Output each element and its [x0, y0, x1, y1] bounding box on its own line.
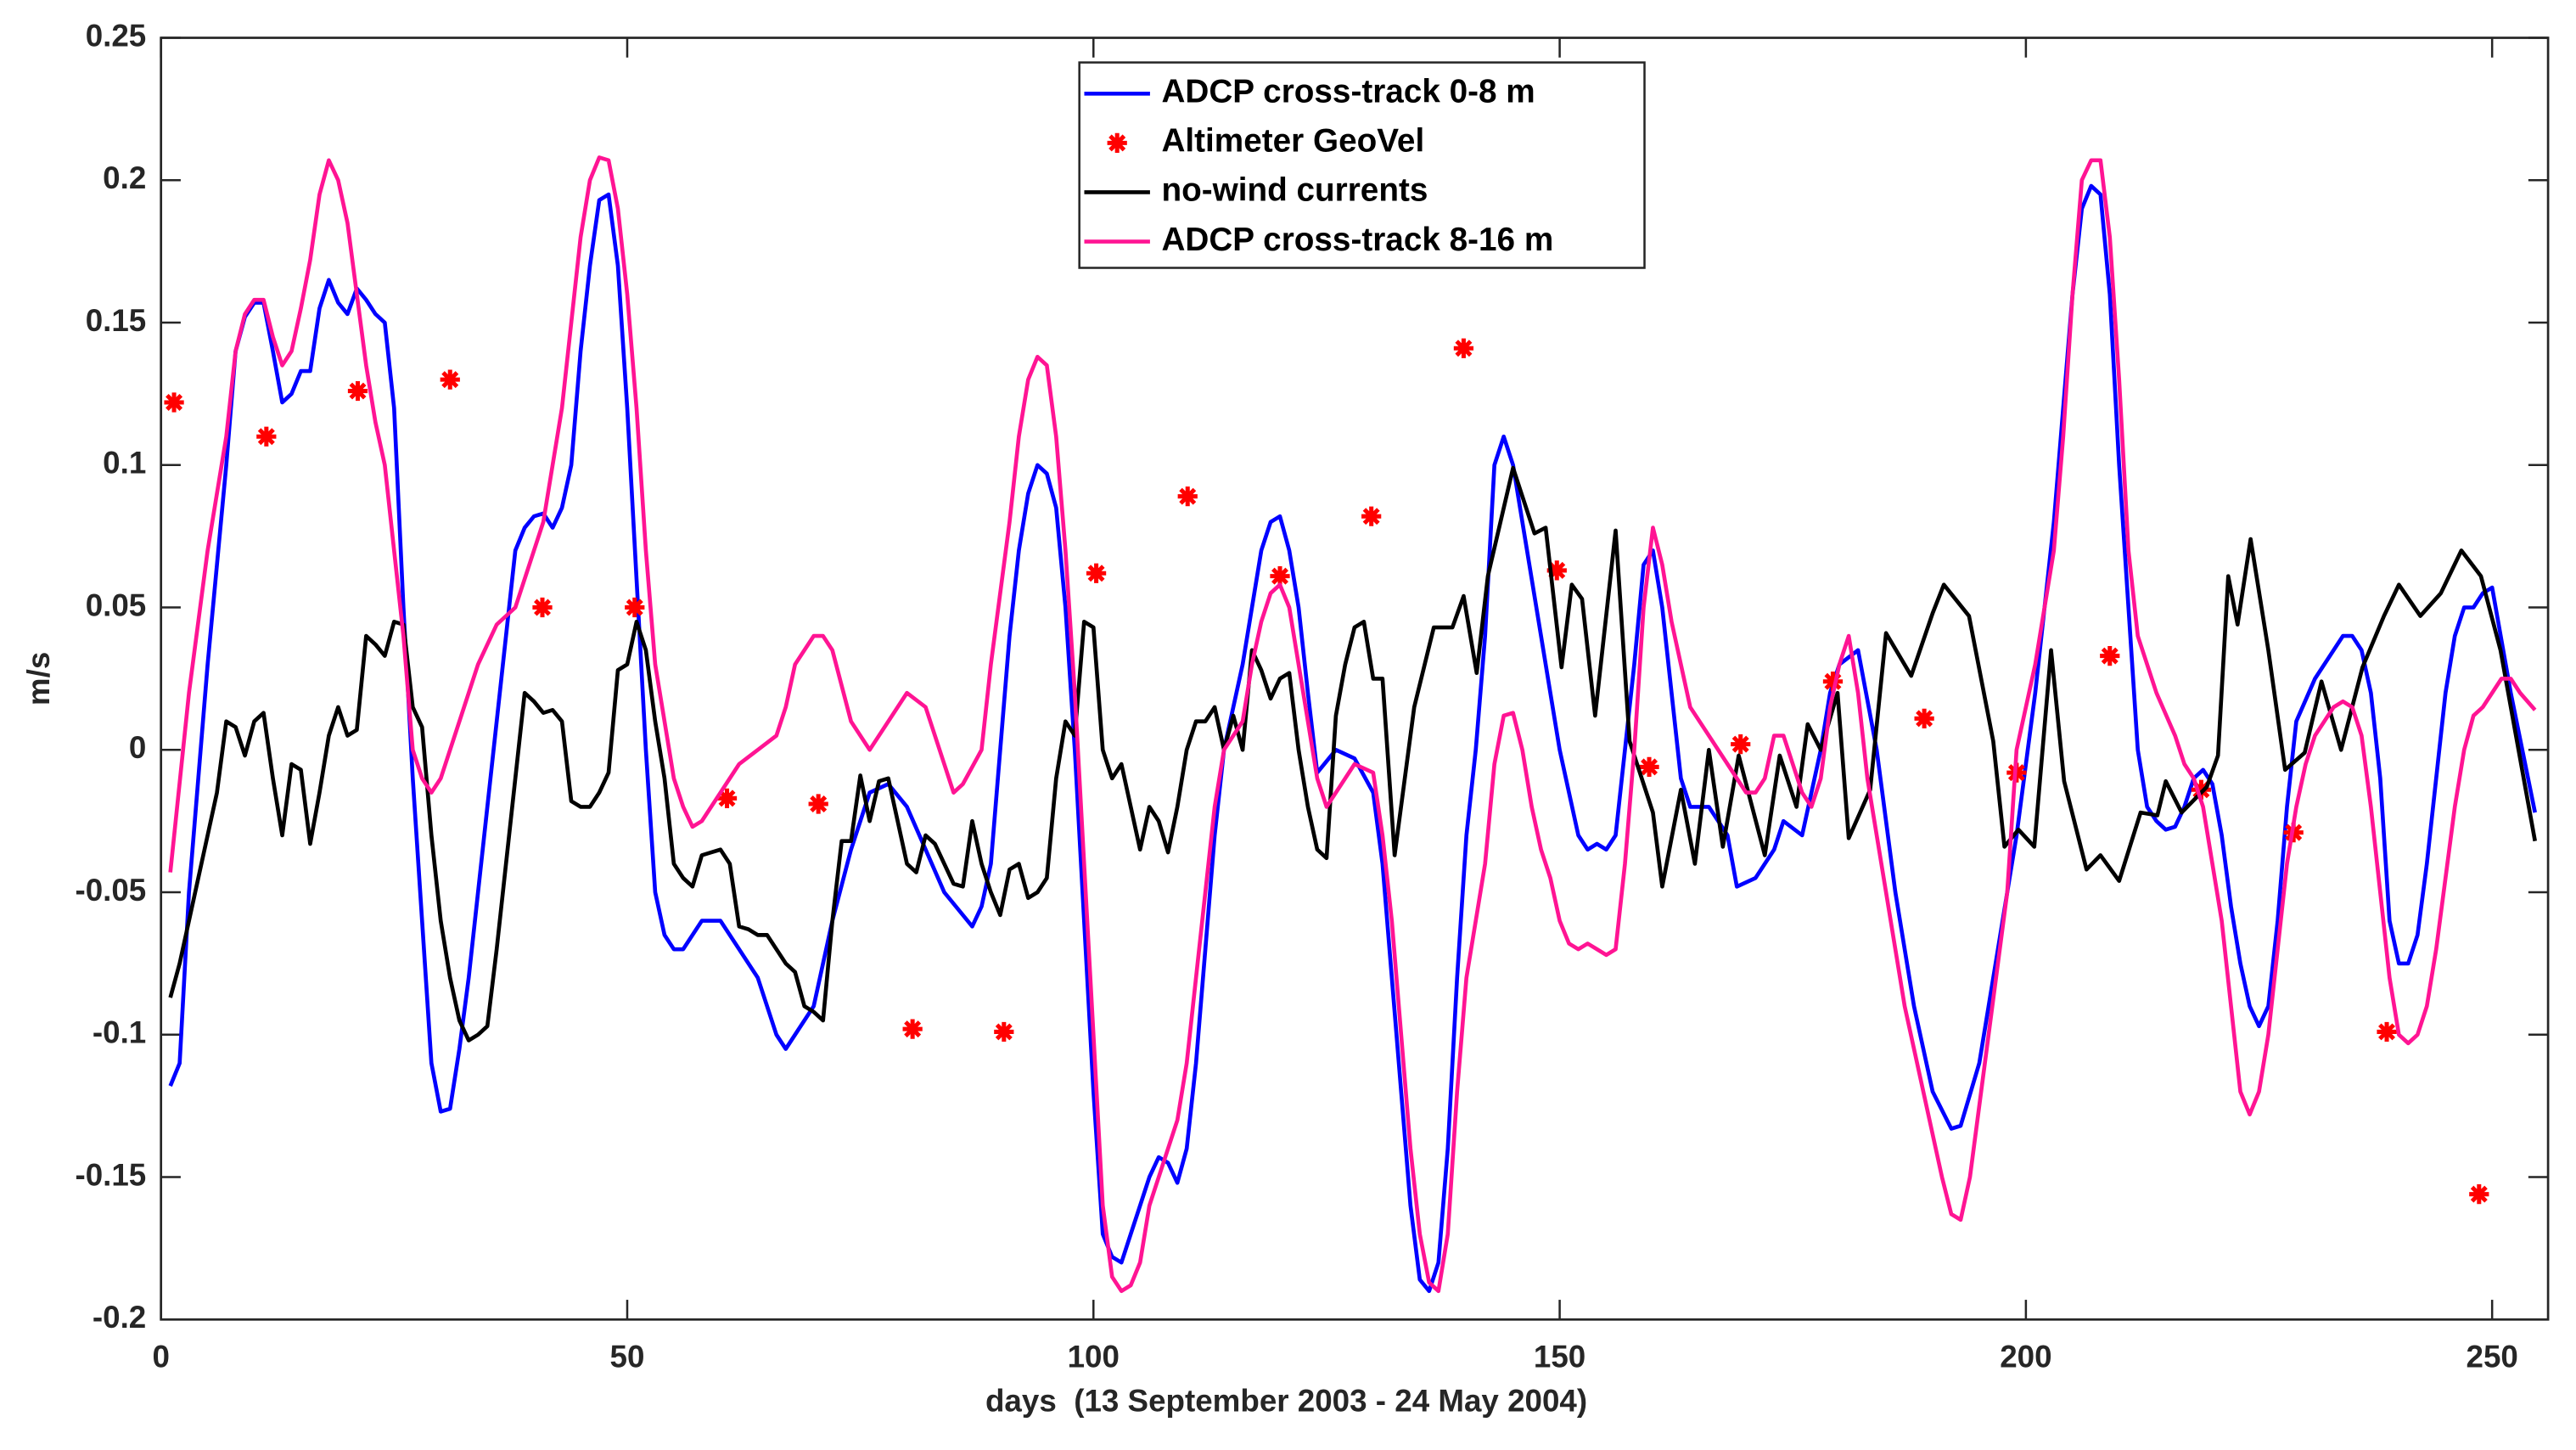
legend-marker: [1107, 132, 1127, 154]
x-tick-label: 250: [2467, 1339, 2518, 1374]
series-line: [168, 465, 2537, 1043]
y-tick-label: 0.05: [86, 587, 147, 622]
marker: [1453, 338, 1474, 358]
x-axis-label: days (13 September 2003 - 24 May 2004): [985, 1384, 1587, 1419]
marker: [2191, 779, 2212, 800]
marker: [1546, 560, 1567, 581]
x-tick-label: 0: [152, 1339, 169, 1374]
legend-box: [1078, 61, 1646, 269]
legend-label: no-wind currents: [1161, 172, 1428, 209]
marker: [2377, 1021, 2397, 1043]
marker: [1914, 708, 1934, 729]
marker: [902, 1019, 923, 1039]
marker: [1270, 566, 1290, 587]
y-axis-label: m/s: [21, 652, 56, 705]
y-tick-label: -0.2: [93, 1300, 146, 1335]
marker: [440, 369, 460, 390]
x-tick-label: 150: [1534, 1339, 1585, 1374]
y-tick-label: 0.25: [86, 18, 147, 53]
marker: [1086, 563, 1107, 583]
plot-area: [164, 155, 2537, 1294]
marker: [1822, 672, 1844, 692]
marker: [1639, 756, 1659, 778]
series-line: [168, 183, 2537, 1294]
x-tick-label: 100: [1068, 1339, 1120, 1374]
series-line: [168, 155, 2537, 1294]
marker: [347, 380, 368, 402]
legend-label: ADCP cross-track 0-8 m: [1161, 74, 1535, 110]
marker: [1361, 506, 1382, 526]
marker: [625, 597, 645, 618]
legend-label: Altimeter GeoVel: [1161, 123, 1424, 160]
y-tick-label: 0: [129, 730, 146, 765]
marker: [532, 597, 553, 618]
x-tick-label: 50: [610, 1339, 645, 1374]
x-tick-label: 200: [2000, 1339, 2051, 1374]
marker: [716, 788, 738, 808]
legend-label: ADCP cross-track 8-16 m: [1161, 222, 1553, 258]
y-tick-label: 0.15: [86, 303, 147, 338]
marker: [2469, 1184, 2489, 1205]
marker: [256, 426, 277, 447]
y-tick-label: -0.1: [93, 1015, 146, 1050]
y-tick-label: -0.15: [75, 1157, 146, 1192]
axes-box: [160, 37, 2550, 1321]
marker: [2100, 645, 2120, 666]
marker: [1731, 733, 1751, 755]
marker: [808, 794, 828, 814]
marker: [1177, 486, 1198, 507]
marker: [164, 392, 184, 413]
y-tick-label: 0.1: [103, 446, 146, 481]
y-tick-label: -0.05: [75, 873, 146, 908]
marker: [994, 1021, 1014, 1043]
y-tick-label: 0.2: [103, 160, 146, 195]
